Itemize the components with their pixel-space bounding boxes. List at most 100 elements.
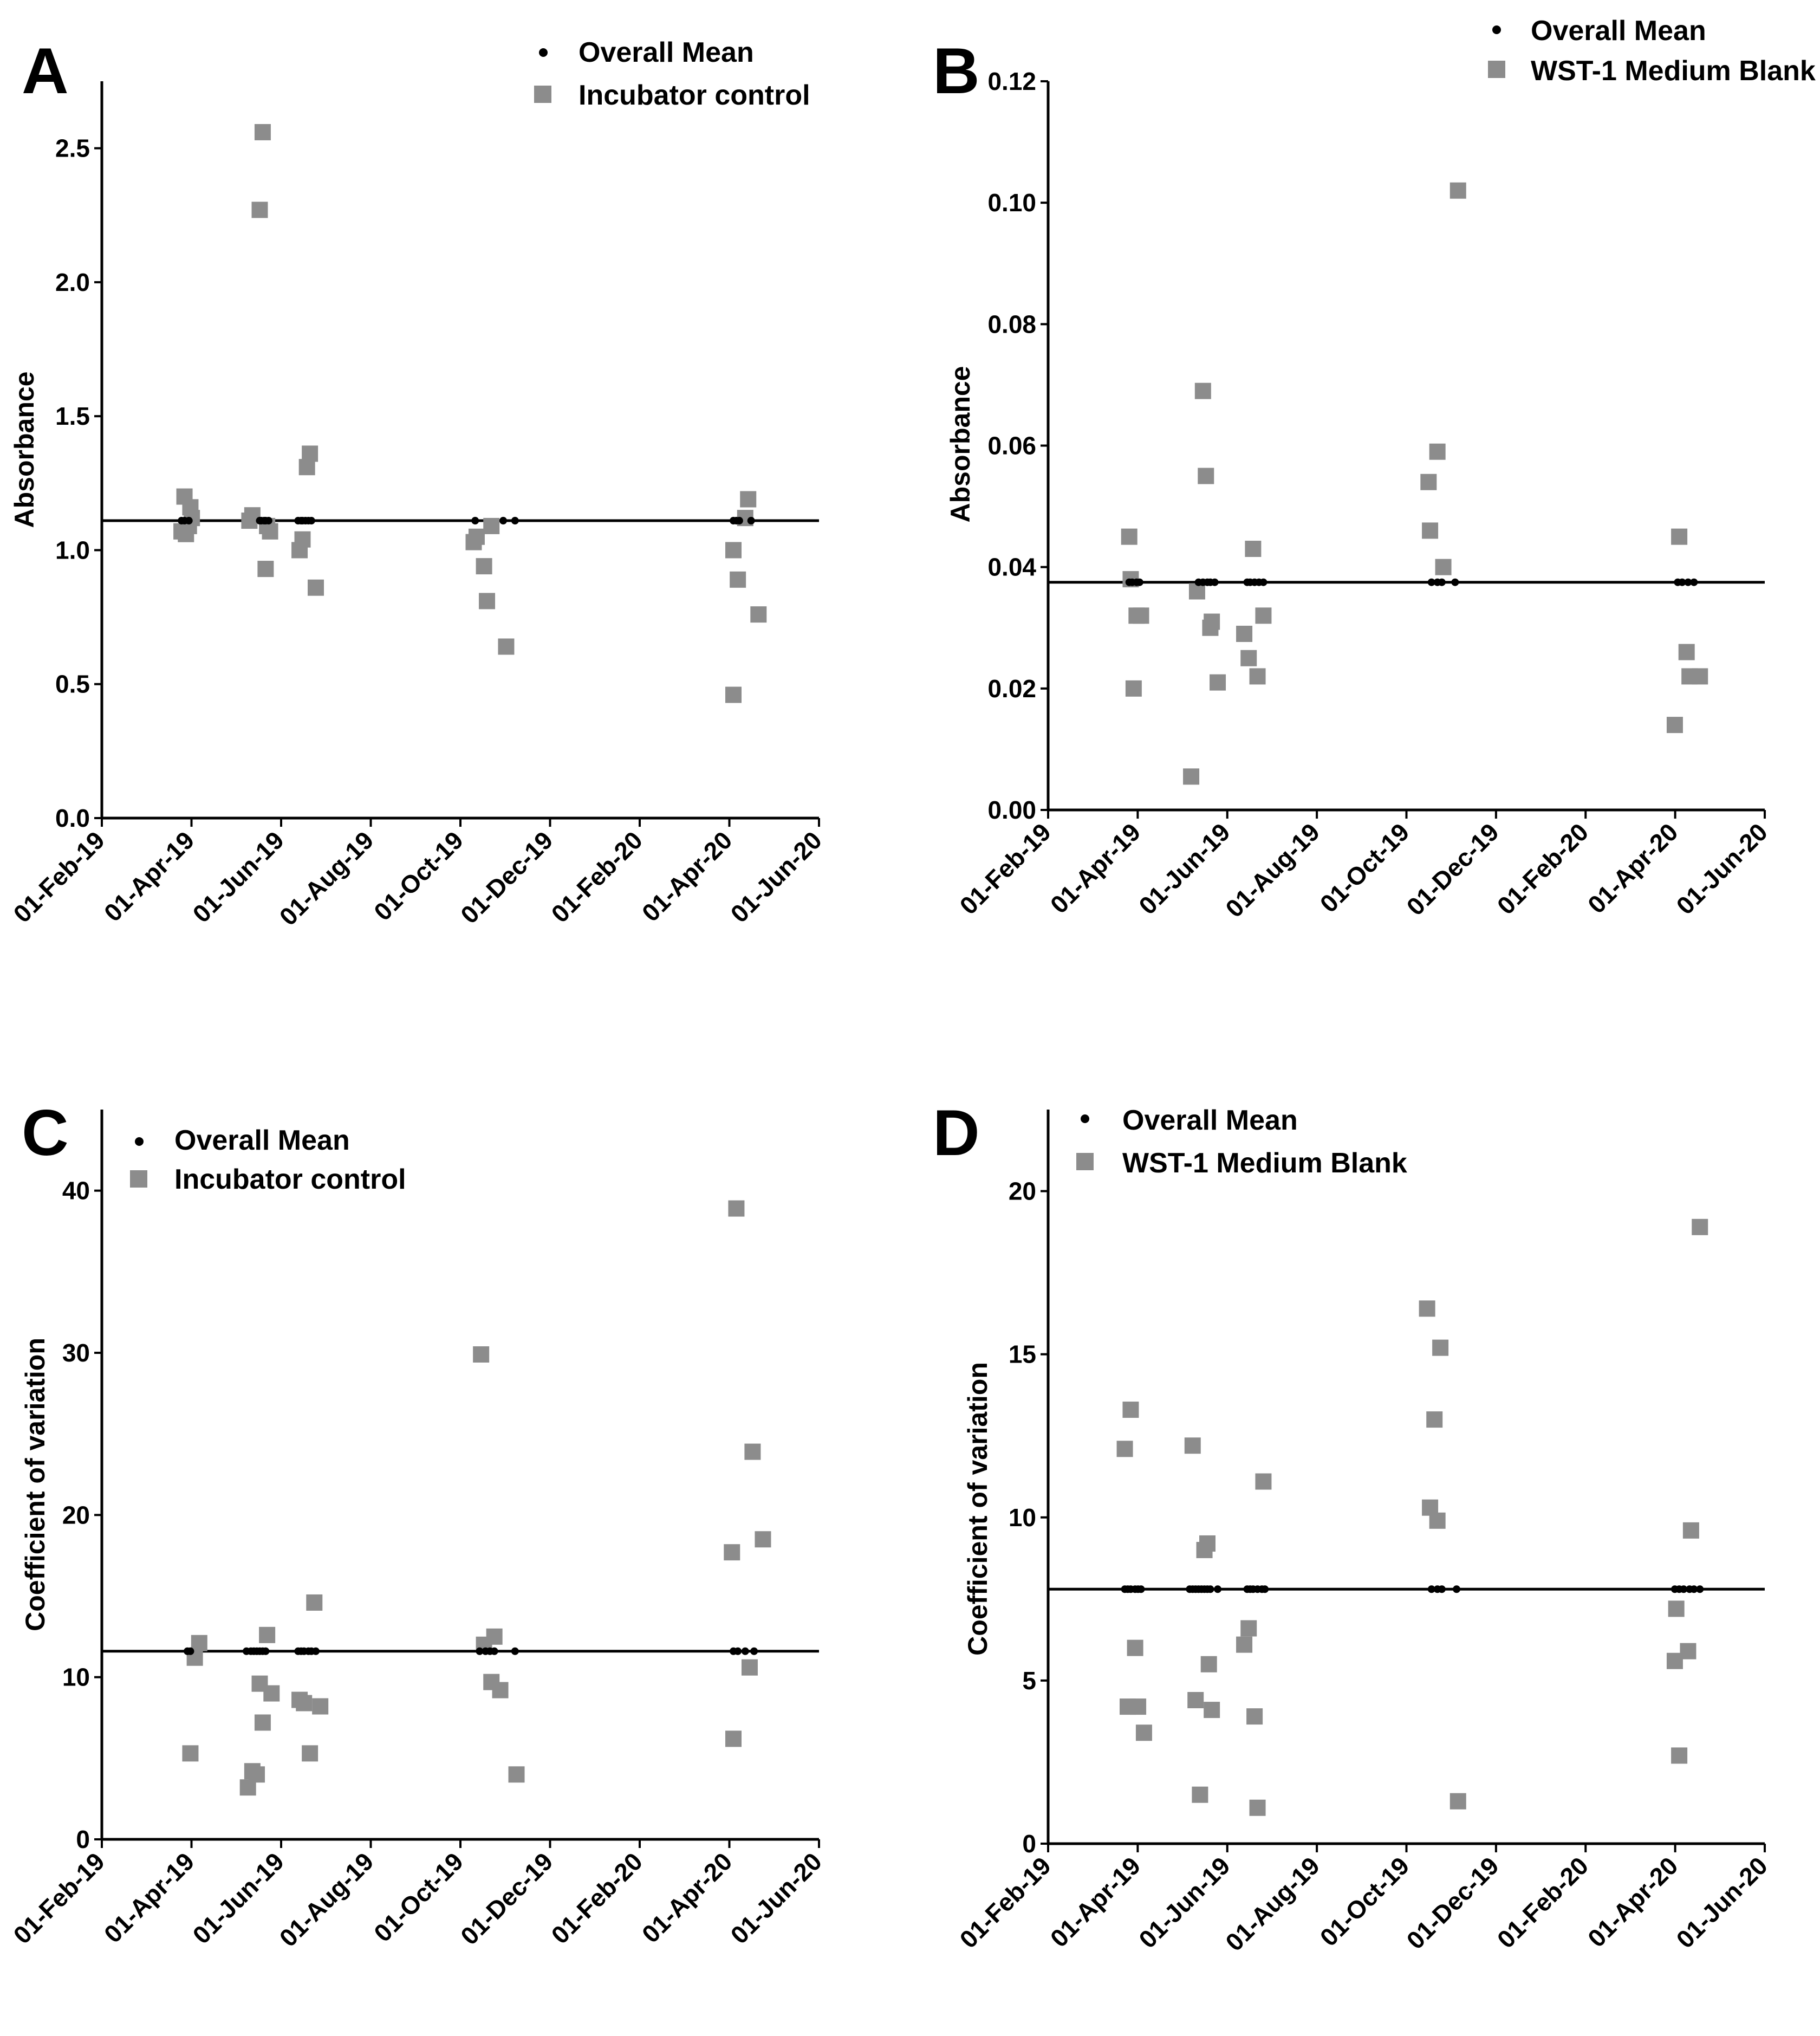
mean-point bbox=[1684, 578, 1692, 586]
data-point bbox=[1422, 522, 1439, 539]
data-point bbox=[1426, 1411, 1443, 1428]
data-point bbox=[308, 579, 324, 596]
x-tick-label: 01-Jun-20 bbox=[1670, 818, 1773, 920]
y-tick-label: 0 bbox=[1022, 1830, 1036, 1858]
data-point bbox=[468, 528, 485, 545]
x-tick-label: 01-Aug-19 bbox=[274, 1847, 379, 1952]
mean-point bbox=[511, 1647, 519, 1655]
data-point bbox=[725, 686, 742, 703]
x-tick-label: 01-Jun-20 bbox=[725, 826, 827, 928]
y-tick-label: 0.04 bbox=[987, 553, 1036, 581]
data-point bbox=[262, 523, 278, 540]
x-tick-label: 01-Dec-19 bbox=[1401, 1851, 1504, 1954]
panel-letter: D bbox=[933, 1097, 980, 1169]
data-point bbox=[1666, 717, 1683, 734]
data-point bbox=[254, 1714, 271, 1731]
y-axis-title: Coefficient of variation bbox=[20, 1338, 50, 1631]
data-point bbox=[1240, 650, 1257, 666]
data-point bbox=[728, 1200, 745, 1217]
x-tick-labels: 01-Feb-19 01-Apr-19 01-Jun-19 01-Aug-19 … bbox=[8, 826, 827, 931]
mean-point bbox=[1451, 578, 1459, 586]
legend-series-label: Incubator control bbox=[174, 1164, 406, 1195]
mean-point bbox=[511, 517, 519, 525]
mean-point bbox=[264, 517, 272, 525]
y-tick-label: 15 bbox=[1009, 1340, 1036, 1369]
mean-point bbox=[1690, 578, 1698, 586]
x-tick-label: 01-Feb-20 bbox=[545, 1847, 648, 1949]
data-point bbox=[1435, 559, 1452, 575]
data-point bbox=[1429, 1512, 1446, 1529]
data-point bbox=[473, 1346, 490, 1363]
mean-point bbox=[1678, 578, 1686, 586]
mean-point bbox=[734, 1647, 742, 1655]
y-tick-label: 5 bbox=[1022, 1667, 1036, 1695]
legend-series-marker bbox=[1488, 61, 1505, 78]
panel-d: D Overall Mean WST-1 Medium Blank Coeffi… bbox=[933, 1097, 1773, 1956]
mean-point bbox=[476, 1647, 484, 1655]
data-point bbox=[730, 571, 746, 588]
data-point bbox=[1450, 1793, 1466, 1810]
x-tick-label: 01-Apr-19 bbox=[99, 1847, 200, 1948]
plot-marks bbox=[94, 1110, 820, 1848]
legend-series-label: Incubator control bbox=[578, 80, 810, 111]
data-point bbox=[1246, 1708, 1263, 1725]
mean-point bbox=[750, 1647, 758, 1655]
mean-point bbox=[499, 517, 508, 525]
x-tick-label: 01-Dec-19 bbox=[455, 826, 558, 929]
mean-point bbox=[1259, 578, 1268, 586]
panel-a: A Overall Mean Incubator control Absorba… bbox=[8, 35, 827, 931]
data-point bbox=[306, 1594, 323, 1611]
y-tick-labels: 0 10 20 30 40 bbox=[62, 1177, 90, 1853]
legend-mean-label: Overall Mean bbox=[1122, 1105, 1298, 1136]
mean-point bbox=[747, 517, 755, 525]
data-point bbox=[259, 1626, 276, 1643]
data-point bbox=[302, 1745, 318, 1762]
panel-b: B Overall Mean WST-1 Medium Blank Absorb… bbox=[933, 15, 1816, 923]
x-tick-label: 01-Feb-19 bbox=[954, 818, 1056, 920]
mean-point bbox=[1438, 1585, 1446, 1593]
mean-point bbox=[741, 1647, 749, 1655]
x-tick-labels: 01-Feb-19 01-Apr-19 01-Jun-19 01-Aug-19 … bbox=[954, 1851, 1773, 1956]
y-tick-label: 0.12 bbox=[987, 67, 1036, 95]
x-tick-label: 01-Dec-19 bbox=[1401, 818, 1504, 920]
data-point bbox=[1192, 1786, 1208, 1803]
mean-point bbox=[1690, 1585, 1698, 1593]
panel-letter: C bbox=[22, 1097, 69, 1169]
mean-point bbox=[1135, 578, 1143, 586]
mean-point bbox=[1214, 1585, 1222, 1593]
data-point bbox=[254, 124, 271, 140]
data-point bbox=[1692, 1218, 1708, 1235]
data-point bbox=[1183, 768, 1200, 785]
data-point bbox=[1130, 1698, 1147, 1715]
data-point bbox=[1122, 1402, 1139, 1418]
legend: Overall Mean Incubator control bbox=[130, 1125, 406, 1195]
data-point bbox=[498, 638, 515, 655]
panel-c: C Overall Mean Incubator control Coeffic… bbox=[8, 1097, 827, 1952]
data-point bbox=[1200, 1656, 1217, 1672]
data-point bbox=[1236, 625, 1253, 642]
y-tick-label: 10 bbox=[62, 1663, 90, 1691]
data-point bbox=[1420, 474, 1437, 490]
x-tick-label: 01-Feb-20 bbox=[1492, 1851, 1594, 1954]
data-point bbox=[724, 1544, 740, 1561]
y-axis-title: Coefficient of variation bbox=[963, 1362, 993, 1656]
x-tick-label: 01-Apr-20 bbox=[636, 826, 738, 927]
data-point bbox=[744, 1443, 761, 1460]
mean-point bbox=[1427, 1585, 1435, 1593]
mean-point bbox=[1680, 1585, 1688, 1593]
y-axis-title: Absorbance bbox=[945, 366, 976, 523]
legend: Overall Mean WST-1 Medium Blank bbox=[1076, 1105, 1407, 1179]
data-point bbox=[1419, 1300, 1435, 1317]
data-point bbox=[1671, 1747, 1688, 1764]
legend-mean-marker bbox=[1492, 25, 1501, 34]
mean-point bbox=[1438, 578, 1446, 586]
y-tick-label: 10 bbox=[1009, 1503, 1036, 1532]
y-tick-label: 20 bbox=[62, 1501, 90, 1529]
x-tick-label: 01-Aug-19 bbox=[274, 826, 379, 931]
data-point bbox=[1184, 1437, 1201, 1454]
legend: Overall Mean WST-1 Medium Blank bbox=[1488, 15, 1816, 87]
data-point bbox=[1187, 1692, 1204, 1709]
y-tick-labels: 0.0 0.5 1.0 1.5 2.0 2.5 bbox=[55, 134, 90, 832]
mean-point bbox=[312, 1647, 320, 1655]
y-axis-title: Absorbance bbox=[9, 372, 40, 528]
